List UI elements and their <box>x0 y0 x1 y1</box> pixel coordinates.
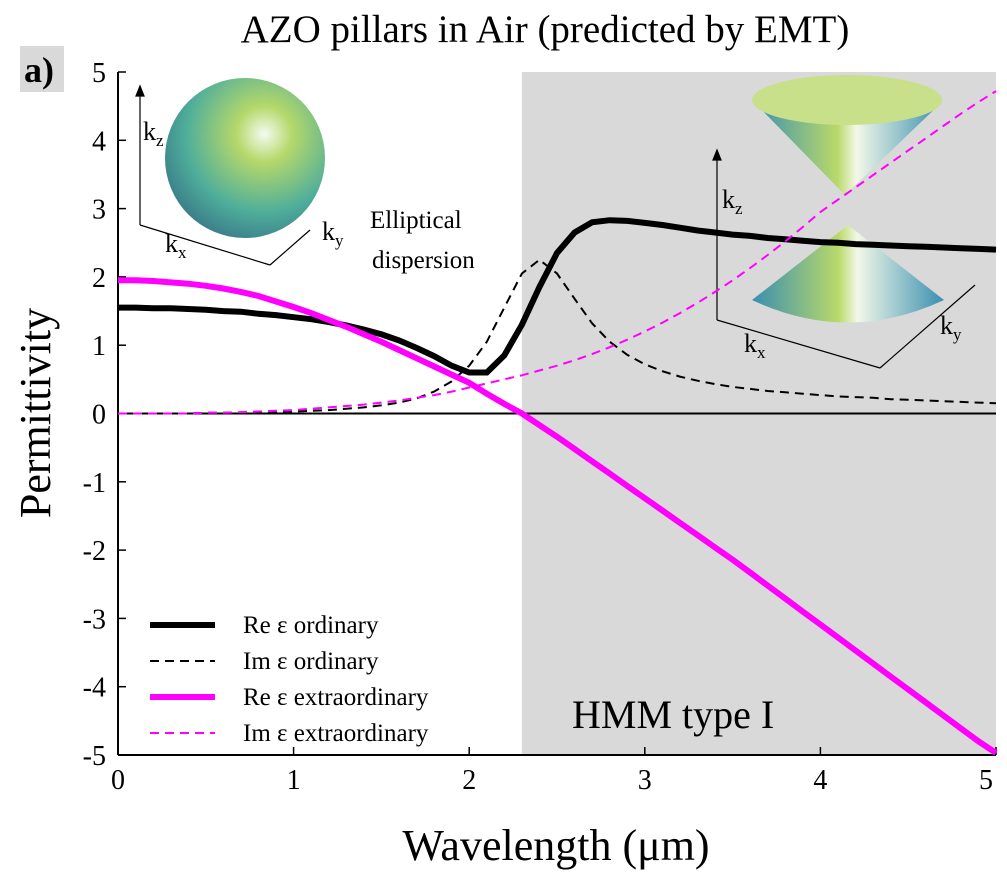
x-tick-label: 4 <box>813 765 827 796</box>
y-tick-label: 0 <box>92 400 106 431</box>
chart-title: AZO pillars in Air (predicted by EMT) <box>241 8 850 51</box>
y-tick-label: -1 <box>83 468 106 499</box>
inset-label: kz <box>722 185 743 218</box>
annotation: dispersion <box>372 247 475 274</box>
legend-label: Im ε ordinary <box>243 648 379 675</box>
x-tick-label: 2 <box>462 765 476 796</box>
y-tick-label: -5 <box>83 741 106 772</box>
y-tick-label: -3 <box>83 604 106 635</box>
series-line <box>118 90 997 415</box>
x-tick-label: 0 <box>111 765 125 796</box>
panel-label-box <box>20 46 64 92</box>
inset-sphere <box>135 78 325 266</box>
legend-label: Re ε extraordinary <box>243 684 429 711</box>
y-axis-label: Permittivity <box>11 308 60 518</box>
series-line <box>118 258 997 415</box>
x-tick-label: 3 <box>638 765 652 796</box>
panel-label: a) <box>24 50 54 90</box>
inset-label: ky <box>940 311 962 344</box>
inset-label: kx <box>744 329 766 362</box>
y-tick-label: 3 <box>92 195 106 226</box>
y-tick-label: 5 <box>92 58 106 89</box>
inset-label: kz <box>143 117 164 150</box>
y-tick-label: -2 <box>83 536 106 567</box>
y-tick-label: 2 <box>92 263 106 294</box>
inset-cones <box>712 75 976 369</box>
series-line <box>118 277 998 756</box>
x-tick-label: 1 <box>287 765 301 796</box>
annotation: HMM type I <box>572 692 774 737</box>
y-tick-label: 4 <box>92 126 106 157</box>
series-line <box>118 217 997 376</box>
x-axis-label: Wavelength (μm) <box>402 821 709 870</box>
y-tick-label: 1 <box>92 331 106 362</box>
annotation: Elliptical <box>370 207 462 234</box>
x-tick-label: 5 <box>979 765 993 796</box>
inset-label: kx <box>165 229 187 262</box>
inset-label: ky <box>322 217 344 250</box>
legend-label: Im ε extraordinary <box>243 720 429 747</box>
y-tick-label: -4 <box>83 673 106 704</box>
legend-label: Re ε ordinary <box>243 612 379 639</box>
